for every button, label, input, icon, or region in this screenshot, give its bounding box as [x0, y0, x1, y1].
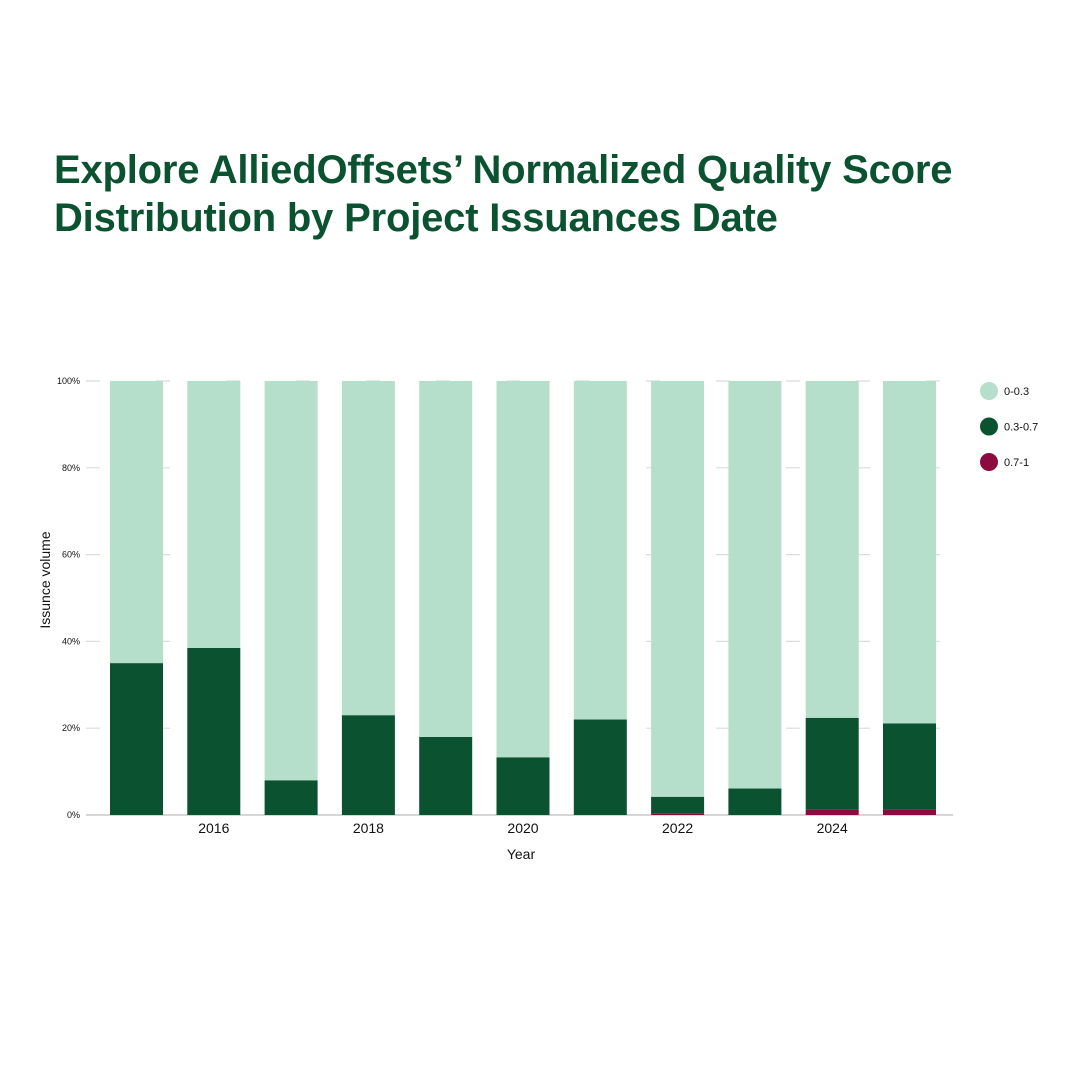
bar-segment	[110, 381, 163, 664]
bar-stack	[110, 381, 163, 815]
bar-segment	[883, 723, 936, 810]
bar-stack	[496, 381, 550, 815]
bar-segment	[341, 381, 395, 716]
bar-stack	[883, 381, 936, 815]
x-tick-label: 2024	[817, 820, 848, 836]
bar-segment	[496, 757, 550, 815]
bar-segment	[187, 381, 241, 648]
bars	[110, 381, 936, 815]
bar-segment	[805, 809, 859, 815]
bar-stack	[728, 381, 782, 815]
y-axis-label: Issunce volume	[37, 531, 53, 628]
bar-segment	[110, 663, 163, 815]
bar-segment	[573, 719, 627, 815]
bar-stack	[805, 381, 859, 815]
y-tick-label: 20%	[62, 723, 80, 733]
y-tick-label: 0%	[67, 810, 80, 820]
bar-stack	[341, 381, 395, 815]
y-tick-label: 100%	[57, 376, 80, 386]
bar-segment	[419, 381, 473, 737]
legend-swatch	[980, 382, 998, 400]
legend-label: 0.3-0.7	[1004, 422, 1038, 434]
chart-title-line-1: Explore AlliedOffsets’ Normalized Qualit…	[54, 148, 953, 192]
bar-stack	[651, 381, 705, 815]
legend-label: 0-0.3	[1004, 386, 1029, 398]
legend-swatch	[980, 417, 998, 436]
bar-segment	[341, 715, 395, 815]
chart-title: Explore AlliedOffsets’ Normalized Qualit…	[54, 146, 1034, 242]
y-tick-label: 60%	[62, 550, 80, 560]
legend[interactable]: 0-0.3 0.3-0.7 0.7-1	[980, 382, 1038, 471]
bar-stack	[573, 381, 627, 815]
bar-segment	[883, 381, 936, 724]
bar-segment	[728, 788, 782, 815]
bar-segment	[728, 381, 782, 789]
x-tick-label: 2018	[353, 820, 384, 836]
y-axis-ticks: 0% 20% 40% 60% 80% 100%	[57, 376, 80, 820]
x-tick-label: 2016	[198, 820, 229, 836]
y-tick-label: 40%	[62, 636, 80, 646]
legend-swatch	[980, 453, 998, 471]
x-tick-label: 2020	[507, 820, 538, 836]
chart-title-line-2: Distribution by Project Issuances Date	[54, 196, 778, 240]
legend-item[interactable]: 0.7-1	[980, 453, 1029, 471]
bar-segment	[805, 717, 859, 810]
legend-label: 0.7-1	[1004, 457, 1029, 469]
bar-segment	[187, 647, 241, 815]
bar-segment	[264, 780, 318, 815]
bar-segment	[651, 813, 705, 815]
bar-segment	[883, 809, 936, 815]
y-tick-label: 80%	[62, 463, 80, 473]
bar-segment	[651, 381, 705, 797]
legend-item[interactable]: 0-0.3	[980, 382, 1029, 400]
legend-item[interactable]: 0.3-0.7	[980, 417, 1038, 436]
x-axis-label: Year	[507, 846, 536, 862]
x-tick-label: 2022	[662, 820, 693, 836]
bar-segment	[651, 796, 705, 814]
bar-stack	[264, 381, 318, 815]
bar-stack	[187, 381, 241, 815]
x-axis-ticks: 2016 2018 2020 2022 2024	[198, 820, 848, 836]
bar-segment	[805, 381, 859, 718]
bar-segment	[264, 381, 318, 781]
bar-segment	[419, 736, 473, 815]
bar-segment	[496, 381, 550, 758]
bar-segment	[573, 381, 627, 720]
bar-stack	[419, 381, 473, 815]
